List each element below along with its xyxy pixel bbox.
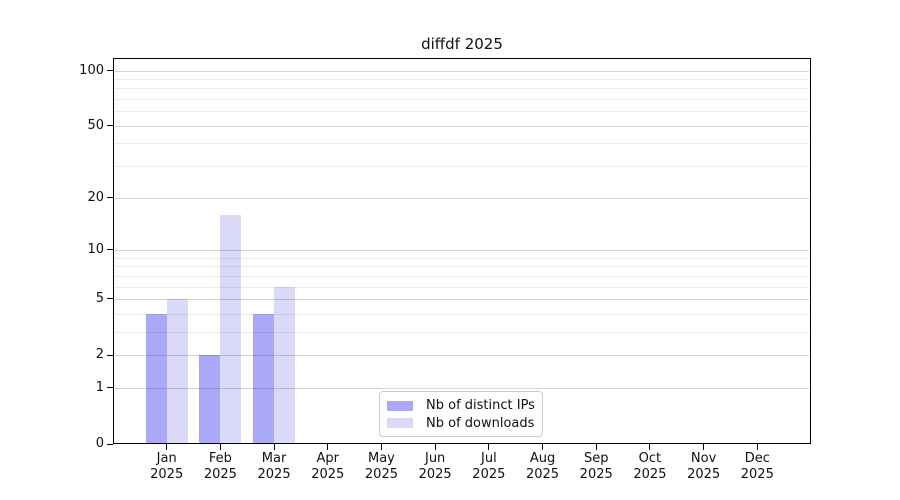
x-tick-mark-sep (595, 444, 597, 450)
x-tick-year: 2025 (472, 467, 506, 482)
x-tick-label-feb: Feb 2025 (188, 451, 252, 483)
x-tick-month: May (368, 451, 395, 466)
x-tick-mark-dec (756, 444, 758, 450)
y-tick-label-50: 50 (87, 117, 104, 133)
bar-nb-of-distinct-ips-mar (253, 313, 275, 443)
x-tick-mark-jul (488, 444, 490, 450)
x-tick-month: Jul (481, 451, 497, 466)
x-tick-year: 2025 (687, 467, 721, 482)
x-tick-label-may: May 2025 (349, 451, 413, 483)
gridline-major-2 (115, 355, 809, 357)
gridline-major-10 (115, 249, 809, 251)
y-tick-label-2: 2 (95, 347, 104, 363)
legend-swatch-downloads (387, 418, 413, 429)
plot-area (113, 58, 811, 444)
legend-item-distinct-ips: Nb of distinct IPs (387, 397, 535, 414)
chart-title: diffdf 2025 (421, 35, 503, 53)
x-tick-year: 2025 (525, 467, 560, 482)
y-tick-mark-10 (107, 249, 113, 251)
bar-nb-of-downloads-feb (220, 214, 242, 443)
x-tick-month: Dec (744, 451, 770, 466)
y-tick-mark-100 (107, 70, 113, 71)
x-tick-month: Sep (583, 451, 609, 466)
gridline-major-50 (115, 125, 809, 127)
gridline-minor-90 (115, 78, 809, 80)
y-tick-mark-5 (107, 298, 113, 300)
y-tick-label-5: 5 (95, 290, 104, 306)
x-tick-label-jul: Jul 2025 (457, 451, 521, 483)
bar-nb-of-downloads-jan (166, 298, 188, 443)
x-tick-year: 2025 (418, 467, 452, 482)
x-tick-label-jun: Jun 2025 (403, 451, 467, 483)
x-tick-label-dec: Dec 2025 (725, 451, 789, 483)
y-tick-label-1: 1 (95, 379, 104, 395)
gridline-major-100 (115, 70, 809, 72)
y-tick-mark-0 (107, 443, 113, 445)
bar-nb-of-distinct-ips-feb (199, 355, 221, 443)
x-tick-label-sep: Sep 2025 (564, 451, 628, 483)
y-tick-mark-50 (107, 125, 113, 127)
x-tick-year: 2025 (364, 467, 398, 482)
gridline-minor-9 (115, 257, 809, 259)
y-tick-mark-1 (107, 387, 113, 389)
gridline-minor-3 (115, 331, 809, 333)
x-tick-mark-apr (327, 444, 329, 450)
x-tick-mark-oct (649, 444, 651, 450)
x-tick-month: Jan (156, 451, 177, 466)
x-tick-month: Mar (261, 451, 287, 466)
x-tick-label-aug: Aug 2025 (511, 451, 575, 483)
legend-label-distinct-ips: Nb of distinct IPs (426, 398, 535, 414)
x-tick-year: 2025 (257, 467, 291, 482)
gridline-minor-70 (115, 99, 809, 101)
x-tick-month: Nov (690, 451, 717, 466)
gridline-major-5 (115, 298, 809, 300)
gridline-major-20 (115, 197, 809, 199)
legend: Nb of distinct IPs Nb of downloads (379, 391, 543, 437)
gridline-minor-4 (115, 313, 809, 315)
gridline-minor-60 (115, 111, 809, 113)
x-tick-mark-mar (273, 444, 275, 450)
x-tick-year: 2025 (579, 467, 613, 482)
x-tick-label-mar: Mar 2025 (242, 451, 306, 483)
x-tick-label-nov: Nov 2025 (672, 451, 736, 483)
x-tick-mark-may (380, 444, 382, 450)
x-tick-label-jan: Jan 2025 (135, 451, 199, 483)
x-tick-label-oct: Oct 2025 (618, 451, 682, 483)
y-tick-label-100: 100 (79, 62, 104, 78)
gridline-major-1 (115, 387, 809, 389)
x-tick-month: Feb (208, 451, 232, 466)
y-tick-mark-2 (107, 354, 113, 356)
gridline-minor-80 (115, 88, 809, 90)
gridline-minor-8 (115, 266, 809, 268)
x-tick-label-apr: Apr 2025 (296, 451, 360, 483)
x-tick-mark-jun (434, 444, 436, 450)
x-tick-year: 2025 (311, 467, 345, 482)
gridline-minor-6 (115, 286, 809, 288)
y-tick-label-0: 0 (95, 436, 104, 451)
legend-item-downloads: Nb of downloads (387, 415, 534, 432)
x-tick-month: Jun (424, 451, 446, 466)
bar-nb-of-downloads-mar (274, 286, 296, 443)
x-tick-month: Aug (529, 451, 556, 466)
x-tick-mark-aug (542, 444, 544, 450)
y-tick-label-10: 10 (87, 241, 104, 257)
legend-label-downloads: Nb of downloads (426, 415, 535, 431)
x-tick-year: 2025 (633, 467, 667, 482)
x-tick-month: Apr (316, 451, 340, 466)
gridline-minor-30 (115, 166, 809, 168)
x-tick-mark-jan (166, 444, 168, 450)
legend-swatch-distinct-ips (387, 400, 413, 411)
y-tick-label-20: 20 (87, 189, 104, 205)
x-tick-year: 2025 (150, 467, 184, 482)
x-tick-year: 2025 (740, 467, 774, 482)
x-tick-month: Oct (638, 451, 662, 466)
bar-nb-of-distinct-ips-jan (145, 313, 167, 443)
x-tick-year: 2025 (203, 467, 237, 482)
gridline-minor-7 (115, 275, 809, 277)
x-tick-mark-feb (219, 444, 221, 450)
x-tick-mark-nov (703, 444, 705, 450)
y-tick-mark-20 (107, 197, 113, 199)
gridline-minor-40 (115, 143, 809, 145)
